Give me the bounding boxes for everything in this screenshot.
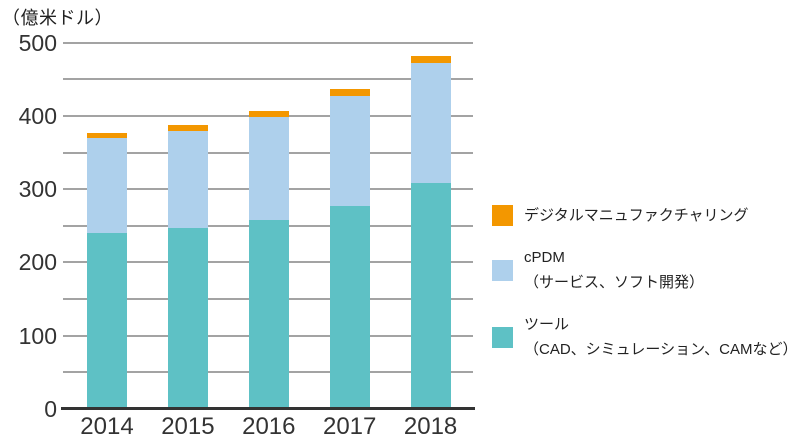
x-tick-label-2016: 2016 [242, 413, 296, 435]
y-tick-label-100: 100 [18, 322, 57, 349]
legend-label-tool: ツール （CAD、シミュレーション、CAMなど） [524, 312, 798, 362]
bar-segment-2017-digital_mfg [329, 88, 370, 97]
legend-swatch-tool [492, 326, 513, 348]
bar-segment-2016-cpdm [248, 116, 289, 220]
bar-segment-2015-digital_mfg [167, 124, 208, 131]
bar-segment-2018-cpdm [410, 63, 451, 184]
bar-segment-2016-tool [248, 219, 289, 409]
legend-label-line: （サービス、ソフト開発） [524, 274, 705, 291]
y-tick-label-300: 300 [18, 176, 57, 203]
y-tick-label-200: 200 [18, 249, 57, 276]
legend-label-line: ツール [524, 316, 570, 333]
legend-label-line: デジタルマニュファクチャリング [524, 207, 749, 224]
x-tick-label-2018: 2018 [403, 413, 458, 435]
y-tick-label-500: 500 [18, 29, 57, 56]
legend-label-line: （CAD、シミュレーション、CAMなど） [524, 341, 798, 358]
bar-segment-2018-digital_mfg [410, 55, 451, 64]
legend-label-cpdm: cPDM （サービス、ソフト開発） [524, 245, 704, 295]
y-tick-label-0: 0 [44, 396, 57, 422]
bar-segment-2017-cpdm [329, 96, 370, 207]
x-axis-line [61, 407, 475, 410]
bar-segment-2014-cpdm [87, 137, 127, 234]
legend-label-line: cPDM [524, 249, 565, 266]
legend-swatch-digital-manufacturing [492, 205, 513, 226]
bar-segment-2014-digital_mfg [87, 132, 127, 138]
legend-swatch-cpdm [492, 259, 513, 281]
bar-segment-2014-tool [87, 233, 127, 409]
legend-item-tool: ツール （CAD、シミュレーション、CAMなど） [492, 312, 798, 362]
y-axis-unit-label: （億米ドル） [2, 8, 113, 28]
bar-segment-2016-digital_mfg [248, 110, 289, 117]
x-tick-label-2017: 2017 [322, 413, 377, 435]
bar-segment-2017-tool [329, 206, 370, 409]
x-tick-label-2014: 2014 [80, 413, 134, 435]
bar-segment-2015-tool [167, 228, 208, 409]
gridline-450 [63, 78, 473, 81]
legend-item-cpdm: cPDM （サービス、ソフト開発） [492, 245, 798, 295]
bar-segment-2015-cpdm [167, 130, 208, 228]
x-tick-label-2015: 2015 [161, 413, 215, 435]
legend-label-digital-manufacturing: デジタルマニュファクチャリング [524, 203, 749, 228]
gridline-500 [63, 41, 473, 44]
legend: デジタルマニュファクチャリング cPDM （サービス、ソフト開発） ツール （C… [492, 203, 798, 362]
bar-segment-2018-tool [410, 183, 451, 409]
legend-item-digital-manufacturing: デジタルマニュファクチャリング [492, 203, 798, 228]
y-tick-label-400: 400 [18, 102, 57, 129]
